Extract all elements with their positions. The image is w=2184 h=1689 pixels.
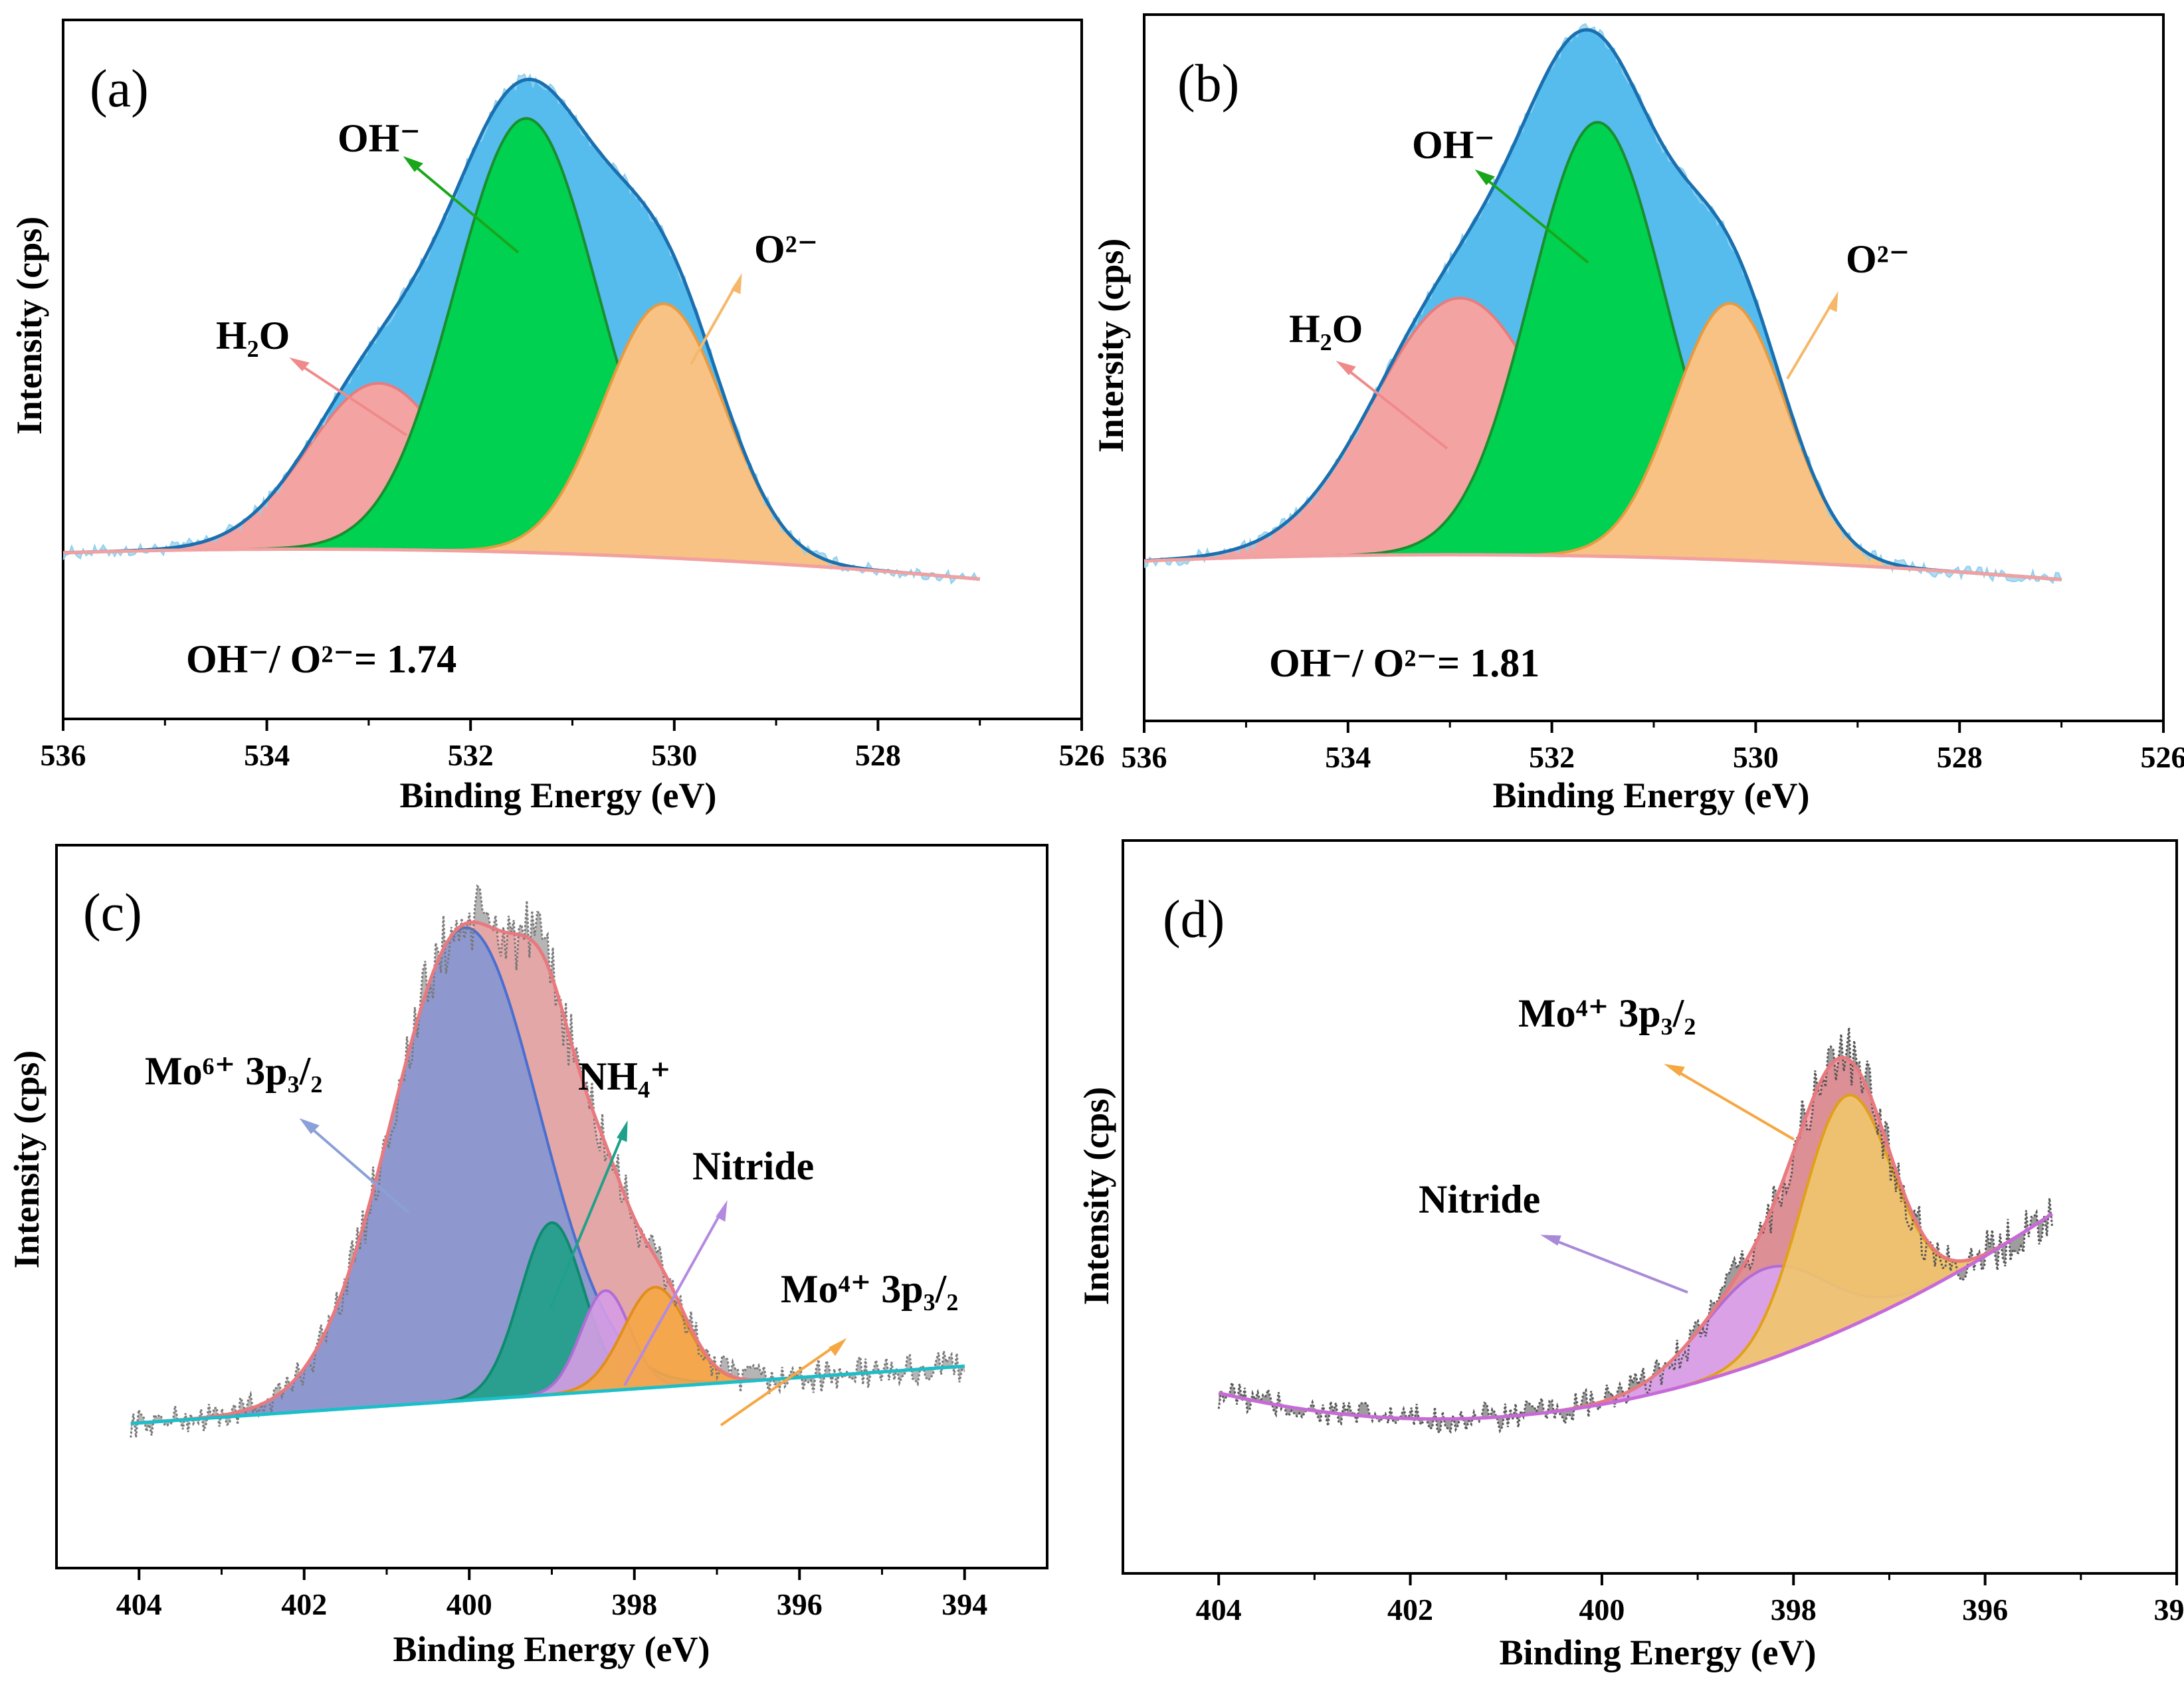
panel-c: 404 402 400 398 396 394 (c) Intensity (cps) B… — [7, 844, 1048, 1669]
plot-frame — [1122, 839, 2178, 1575]
arrow-o2 — [1786, 291, 1838, 380]
y-axis-label: Intersity (cps) — [1091, 239, 1131, 452]
x-tick-label: 530 — [651, 738, 697, 772]
x-tick-label: 398 — [1771, 1593, 1817, 1627]
arrow-mo6 — [299, 1118, 410, 1214]
x-axis-label: Binding Energy (eV) — [399, 775, 716, 815]
arrow-h2o — [1336, 361, 1448, 450]
raw-data-line — [130, 884, 965, 1438]
x-tick-label: 532 — [448, 738, 494, 772]
x-tick-label: 532 — [1529, 740, 1575, 774]
panel-b: 536 534 532 530 528 526 (b) Intersity (cps) B… — [1091, 13, 2184, 815]
x-tick-label: 398 — [611, 1587, 657, 1621]
peak-label-nitride: Nitride — [692, 1144, 814, 1188]
x-tick-label: 396 — [777, 1587, 823, 1621]
peak-fill-1 — [412, 1223, 691, 1405]
peak-label-o2: O²⁻ — [754, 227, 818, 271]
panel-label: (b) — [1177, 54, 1239, 113]
background-line — [1218, 1212, 2053, 1421]
peak-fill-1 — [209, 118, 846, 569]
background-line — [1143, 553, 2062, 581]
envelope-line — [1218, 1056, 2053, 1421]
ratio-annotation: OH⁻/ O²⁻= 1.81 — [1269, 641, 1539, 685]
x-tick-label: 402 — [281, 1587, 327, 1621]
x-axis-label: Binding Energy (eV) — [1492, 775, 1809, 815]
peak-fill-1 — [1648, 1095, 2044, 1395]
x-tick-label: 534 — [1325, 740, 1371, 774]
peak-fill-2 — [395, 304, 934, 575]
peak-fill-1 — [1299, 122, 1896, 568]
x-tick-label: 526 — [2141, 740, 2184, 774]
y-axis-label: Intensity (cps) — [7, 1050, 47, 1269]
x-tick-label: 536 — [1122, 740, 1167, 774]
arrow-oh — [403, 155, 520, 254]
x-tick-label: 402 — [1387, 1593, 1433, 1627]
panel-label: (a) — [90, 60, 149, 118]
x-tick-label: 528 — [1937, 740, 1983, 774]
panel-a: 536 534 532 530 528 526 (a) Intensity (cps) B… — [9, 19, 1105, 815]
peak-fill-2 — [1479, 303, 1981, 574]
peak-label-mo4: Mo⁴⁺ 3p₃/₂ — [781, 1267, 958, 1311]
peak-label-o2: O²⁻ — [1846, 237, 1910, 281]
ratio-annotation: OH⁻/ O²⁻= 1.74 — [186, 637, 456, 681]
raw-data-line — [1217, 1027, 2054, 1435]
raw-data-area — [1219, 1027, 2052, 1433]
x-tick-label: 526 — [1059, 738, 1105, 772]
arrow-mo4 — [720, 1338, 847, 1427]
peak-fill-2 — [498, 1290, 715, 1399]
peak-label-mo4: Mo⁴⁺ 3p₃/₂ — [1518, 991, 1696, 1035]
arrow-o2 — [690, 273, 742, 365]
peak-label-nh4: NH₄⁺ — [578, 1054, 671, 1098]
panel-label: (c) — [83, 884, 142, 942]
arrow-mo4 — [1664, 1064, 1795, 1141]
peak-label-oh: OH⁻ — [338, 116, 421, 160]
x-tick-label: 404 — [1196, 1593, 1242, 1627]
envelope-line — [1143, 28, 2062, 581]
peak-fill-0 — [136, 928, 793, 1423]
x-axis-label: Binding Energy (eV) — [1499, 1633, 1816, 1672]
y-axis-label: Intensity (cps) — [9, 217, 49, 435]
x-tick-label: 394 — [2154, 1593, 2184, 1627]
arrow-oh — [1474, 169, 1589, 264]
arrow-nh4 — [549, 1120, 628, 1310]
peak-label-nitride: Nitride — [1419, 1177, 1540, 1221]
x-tick-label: 404 — [116, 1587, 162, 1621]
x-tick-label: 534 — [244, 738, 290, 772]
peak-label-h2o: H₂O — [216, 314, 290, 357]
peak-fill-3 — [516, 1287, 795, 1397]
peak-label-oh: OH⁻ — [1412, 123, 1495, 167]
x-tick-label: 394 — [942, 1587, 987, 1621]
background-line — [62, 547, 980, 581]
x-tick-label: 400 — [1579, 1593, 1625, 1627]
arrow-nitride — [623, 1200, 728, 1386]
x-tick-label: 536 — [41, 738, 86, 772]
background-line — [130, 1364, 965, 1425]
x-tick-label: 528 — [855, 738, 901, 772]
panel-d: 404 402 400 398 396 394 (d) Intensity (cps) B… — [1076, 839, 2184, 1672]
arrow-nitride — [1540, 1235, 1688, 1294]
x-tick-label: 530 — [1733, 740, 1779, 774]
x-tick-label: 396 — [1962, 1593, 2008, 1627]
arrow-h2o — [289, 357, 408, 437]
peak-label-mo6: Mo⁶⁺ 3p₃/₂ — [145, 1049, 322, 1093]
y-axis-label: Intensity (cps) — [1076, 1087, 1116, 1306]
x-tick-label: 400 — [447, 1587, 492, 1621]
envelope-line — [62, 77, 980, 581]
panel-label: (d) — [1163, 890, 1225, 949]
x-axis-label: Binding Energy (eV) — [393, 1629, 710, 1669]
raw-data-line — [62, 73, 980, 585]
peak-fill-0 — [63, 383, 696, 559]
peak-label-h2o: H₂O — [1289, 307, 1363, 351]
